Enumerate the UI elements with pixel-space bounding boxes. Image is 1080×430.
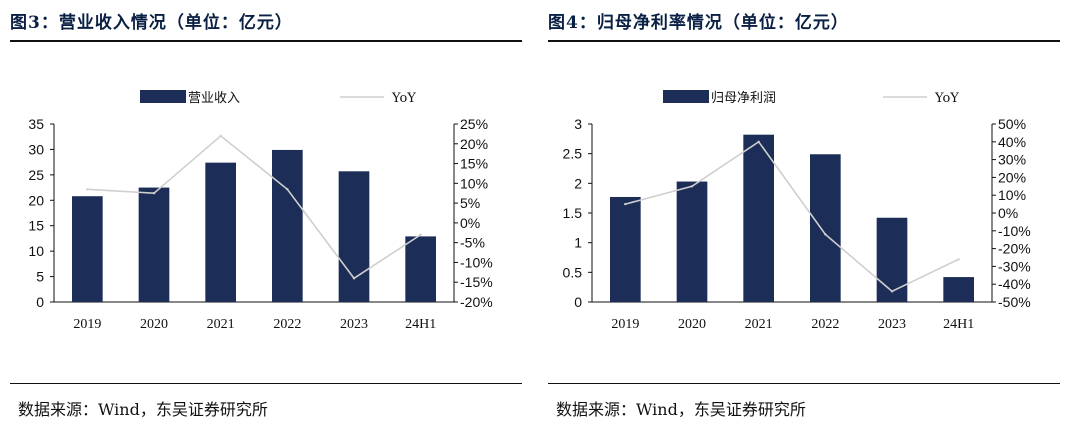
left-tick-label: 15 — [28, 218, 44, 234]
yoy-point — [690, 185, 694, 188]
right-tick-label: -20% — [460, 294, 493, 310]
left-tick-label: 2.5 — [563, 146, 583, 162]
right-tick-label: 20% — [998, 169, 1026, 185]
left-tick-label: 35 — [28, 116, 44, 132]
bar — [743, 134, 774, 302]
x-tick-label: 2019 — [73, 317, 101, 332]
right-tick-label: 15% — [460, 156, 488, 172]
right-tick-label: -15% — [460, 274, 493, 290]
net-profit-chart-panel: 图4：归母净利率情况（单位：亿元） 0 0.5 1 1.5 2 2.5 3 -50% -40% -… — [548, 0, 1060, 430]
net-profit-chart: 0 0.5 1 1.5 2 2.5 3 -50% -40% -30%-20% -10% 0% 10% 20… — [563, 90, 1031, 332]
bar — [405, 236, 436, 302]
right-tick-label: 5% — [460, 195, 480, 211]
x-tick-label: 2020 — [678, 317, 706, 332]
bar — [338, 171, 370, 302]
chart-title: 图3：营业收入情况（单位：亿元） — [10, 13, 293, 33]
revenue-chart: 0 5 10 15 20 25 30 35 -20% -15% -10% -5% 0% 5% 10% 15% 2… — [28, 90, 493, 332]
yoy-point — [86, 188, 89, 191]
bar — [205, 162, 236, 302]
right-tick-label: 25% — [460, 116, 488, 132]
right-tick-label: -50% — [998, 294, 1031, 310]
left-tick-label: 5 — [36, 269, 44, 285]
yoy-point — [824, 233, 827, 236]
chart-title: 图4：归母净利率情况（单位：亿元） — [548, 13, 849, 33]
revenue-chart-panel: 图3：营业收入情况（单位：亿元） 0 5 10 15 20 25 30 35 -20% -15% -… — [10, 0, 522, 430]
yoy-point — [624, 202, 627, 206]
left-tick-label: 0 — [574, 294, 582, 310]
right-tick-label: 20% — [460, 136, 488, 152]
data-source: 数据来源：Wind，东吴证券研究所 — [18, 400, 268, 419]
bar — [272, 149, 303, 302]
bar — [676, 181, 708, 302]
legend-bar-swatch — [140, 90, 186, 103]
right-tick-label: -30% — [998, 258, 1031, 274]
data-source: 数据来源：Wind，东吴证券研究所 — [556, 400, 806, 419]
bar — [138, 187, 170, 302]
legend-bar-label: 归母净利润 — [711, 91, 776, 106]
x-tick-label: 2022 — [811, 317, 839, 332]
yoy-line — [87, 134, 422, 280]
left-tick-label: 1 — [574, 235, 582, 251]
right-tick-label: -5% — [460, 235, 485, 251]
left-tick-label: 20 — [28, 192, 44, 208]
x-tick-label: 2019 — [611, 317, 639, 332]
right-tick-label: -10% — [460, 254, 493, 270]
bottom-divider — [548, 383, 1060, 384]
right-tick-label: -40% — [998, 276, 1031, 292]
right-tick-label: 30% — [998, 152, 1026, 168]
bar — [610, 196, 641, 302]
left-tick-label: 2 — [574, 175, 582, 191]
yoy-line — [625, 140, 960, 293]
legend-line-label: YoY — [934, 91, 959, 106]
bar — [876, 217, 908, 302]
x-tick-label: 2022 — [273, 317, 301, 332]
x-tick-label: 2021 — [207, 317, 235, 332]
top-divider — [548, 40, 1060, 42]
bar — [72, 196, 103, 302]
bar — [943, 277, 974, 302]
right-tick-label: 10% — [460, 175, 488, 191]
x-tick-label: 24H1 — [943, 317, 974, 332]
yoy-point — [219, 134, 222, 138]
x-tick-label: 24H1 — [405, 317, 436, 332]
right-tick-label: 50% — [998, 116, 1026, 132]
bar — [810, 154, 841, 302]
top-divider — [10, 40, 522, 42]
right-tick-label: 10% — [998, 187, 1026, 203]
left-tick-label: 0 — [36, 294, 44, 310]
yoy-point — [957, 258, 960, 261]
x-tick-label: 2021 — [745, 317, 773, 332]
x-tick-label: 2023 — [878, 317, 906, 332]
legend-line-label: YoY — [391, 91, 416, 106]
right-tick-label: 0% — [998, 205, 1018, 221]
yoy-point — [757, 140, 760, 143]
x-tick-label: 2023 — [340, 317, 368, 332]
yoy-point — [419, 233, 422, 236]
right-tick-label: -10% — [998, 223, 1031, 239]
left-tick-label: 30 — [28, 141, 44, 157]
yoy-point — [352, 277, 356, 280]
left-tick-label: 25 — [28, 167, 44, 183]
yoy-point — [890, 290, 894, 293]
left-tick-label: 1.5 — [563, 205, 583, 221]
yoy-point — [152, 192, 156, 195]
yoy-point — [286, 188, 289, 191]
right-tick-label: 40% — [998, 134, 1026, 150]
left-tick-label: 10 — [28, 243, 44, 259]
legend-bar-swatch — [663, 90, 709, 103]
left-tick-label: 3 — [574, 116, 582, 132]
bottom-divider — [10, 383, 522, 384]
right-tick-label: -20% — [998, 241, 1031, 257]
right-tick-label: 0% — [460, 215, 480, 231]
left-tick-label: 0.5 — [563, 264, 583, 280]
x-tick-label: 2020 — [140, 317, 168, 332]
legend-bar-label: 营业收入 — [188, 91, 240, 106]
